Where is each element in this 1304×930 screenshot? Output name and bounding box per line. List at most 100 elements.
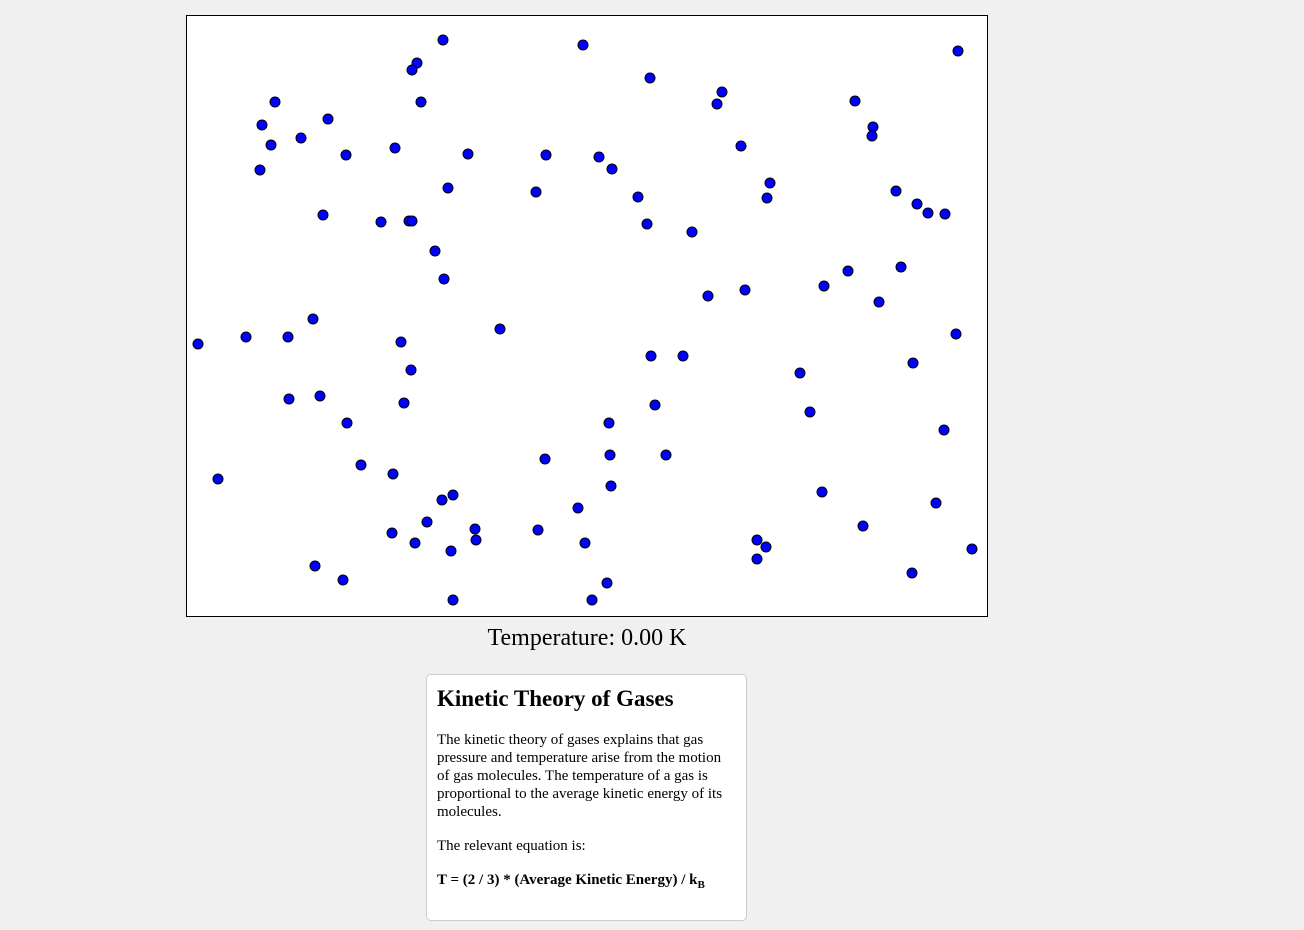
gas-particle	[470, 534, 482, 546]
gas-particle	[867, 121, 879, 133]
gas-particle	[406, 215, 418, 227]
gas-particle	[816, 486, 828, 498]
gas-particle	[632, 191, 644, 203]
gas-particle	[447, 594, 459, 606]
gas-particle	[751, 534, 763, 546]
gas-particle	[340, 149, 352, 161]
gas-particle	[532, 524, 544, 536]
gas-particle	[337, 574, 349, 586]
gas-particle	[649, 399, 661, 411]
simulation-canvas	[186, 15, 988, 617]
gas-particle	[405, 364, 417, 376]
gas-particle	[716, 86, 728, 98]
gas-particle	[760, 541, 772, 553]
gas-particle	[950, 328, 962, 340]
gas-particle	[240, 331, 252, 343]
gas-particle	[842, 265, 854, 277]
gas-particle	[890, 185, 902, 197]
gas-particle	[938, 424, 950, 436]
gas-particle	[952, 45, 964, 57]
gas-particle	[409, 537, 421, 549]
gas-particle	[269, 96, 281, 108]
gas-particle	[735, 140, 747, 152]
gas-particle	[398, 397, 410, 409]
gas-particle	[644, 72, 656, 84]
gas-particle	[462, 148, 474, 160]
gas-particle	[438, 273, 450, 285]
gas-particle	[606, 163, 618, 175]
gas-particle	[751, 553, 763, 565]
gas-particle	[579, 537, 591, 549]
gas-particle	[702, 290, 714, 302]
gas-particle	[930, 497, 942, 509]
info-panel: Kinetic Theory of Gases The kinetic theo…	[426, 674, 747, 921]
gas-particle	[283, 393, 295, 405]
gas-particle	[254, 164, 266, 176]
particle-field	[192, 34, 978, 606]
gas-particle	[939, 208, 951, 220]
gas-particle	[355, 459, 367, 471]
gas-particle	[375, 216, 387, 228]
gas-particle	[603, 417, 615, 429]
gas-particle	[761, 192, 773, 204]
gas-particle	[764, 177, 776, 189]
gas-particle	[922, 207, 934, 219]
gas-particle	[387, 468, 399, 480]
gas-particle	[857, 520, 869, 532]
gas-particle	[586, 594, 598, 606]
gas-particle	[572, 502, 584, 514]
temperature-label: Temperature:	[487, 625, 622, 651]
gas-particle	[295, 132, 307, 144]
gas-particle	[314, 390, 326, 402]
gas-particle	[660, 449, 672, 461]
gas-particle	[322, 113, 334, 125]
gas-particle	[494, 323, 506, 335]
info-paragraph: The kinetic theory of gases explains tha…	[437, 732, 723, 820]
gas-particle	[540, 149, 552, 161]
gas-particle	[818, 280, 830, 292]
gas-particle	[445, 545, 457, 557]
gas-particle	[601, 577, 613, 589]
gas-particle	[442, 182, 454, 194]
gas-particle	[739, 284, 751, 296]
equation-intro: The relevant equation is:	[437, 838, 586, 854]
gas-particle	[530, 186, 542, 198]
gas-particle	[906, 567, 918, 579]
gas-particle	[307, 313, 319, 325]
gas-particle	[341, 417, 353, 429]
gas-particle	[265, 139, 277, 151]
gas-particle	[911, 198, 923, 210]
gas-particle	[395, 336, 407, 348]
gas-particle	[437, 34, 449, 46]
gas-particle	[539, 453, 551, 465]
gas-particle	[804, 406, 816, 418]
gas-particle	[577, 39, 589, 51]
gas-particle	[711, 98, 723, 110]
gas-particle	[256, 119, 268, 131]
gas-particle	[192, 338, 204, 350]
gas-particle	[469, 523, 481, 535]
gas-particle	[389, 142, 401, 154]
gas-particle	[645, 350, 657, 362]
gas-particle	[641, 218, 653, 230]
gas-particle	[447, 489, 459, 501]
gas-particle	[436, 494, 448, 506]
temperature-unit: K	[663, 625, 687, 651]
gas-particle	[794, 367, 806, 379]
gas-particle	[605, 480, 617, 492]
gas-particle	[415, 96, 427, 108]
gas-particle	[593, 151, 605, 163]
gas-particle	[604, 449, 616, 461]
temperature-readout: Temperature: 0.00 K	[186, 625, 988, 652]
gas-particle	[282, 331, 294, 343]
gas-particle	[849, 95, 861, 107]
gas-particle	[907, 357, 919, 369]
gas-particle	[406, 64, 418, 76]
gas-particle	[895, 261, 907, 273]
gas-particle	[686, 226, 698, 238]
gas-particle	[866, 130, 878, 142]
gas-particle	[317, 209, 329, 221]
equation-main: T = (2 / 3) * (Average Kinetic Energy) /…	[437, 872, 698, 888]
temperature-value: 0.00	[621, 625, 664, 651]
equation-subscript: B	[697, 879, 705, 891]
